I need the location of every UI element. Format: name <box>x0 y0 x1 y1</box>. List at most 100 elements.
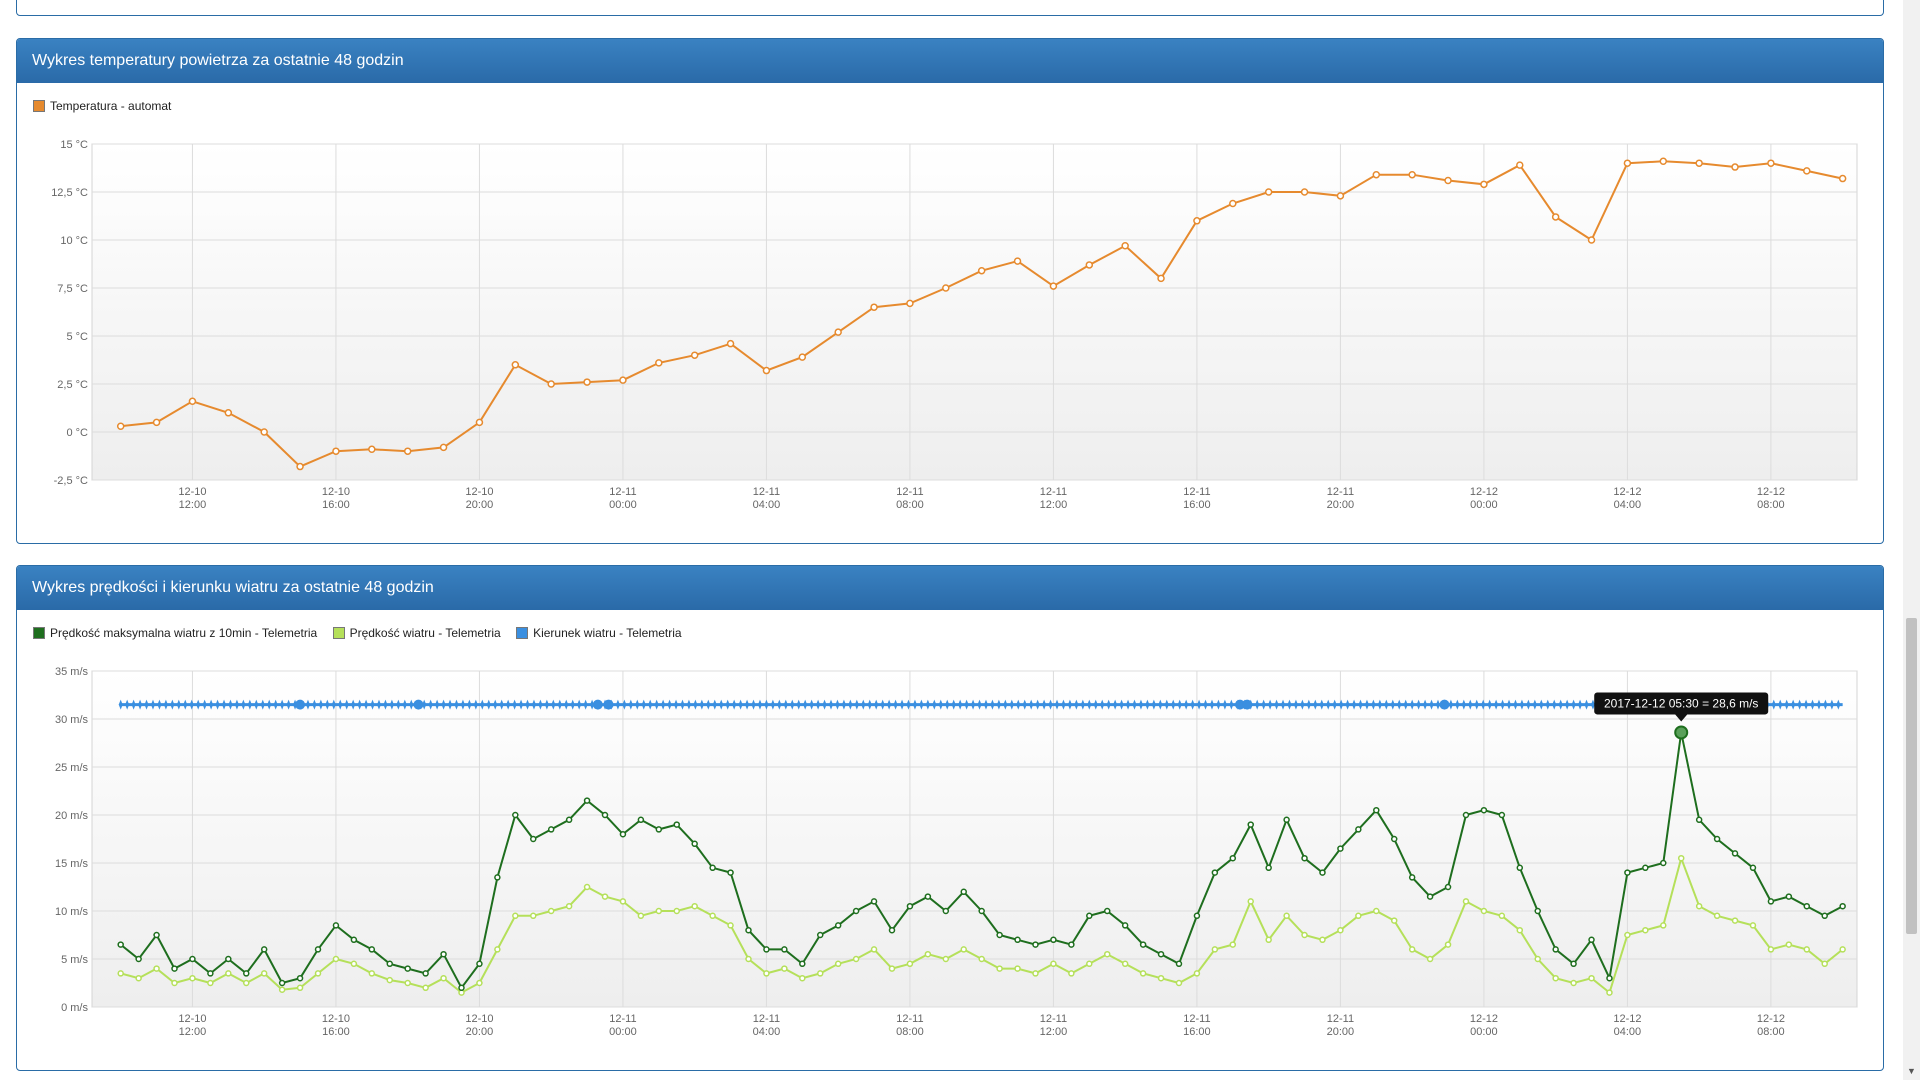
wind-direction-arrow <box>1513 699 1518 710</box>
wind-direction-arrow <box>1410 699 1415 710</box>
wind-direction-arrow <box>1397 699 1402 710</box>
wind-direction-arrow <box>512 699 517 710</box>
wind-direction-arrow <box>719 699 724 710</box>
wind-speed-point <box>332 955 340 963</box>
wind-max-point <box>709 864 716 872</box>
wind-y-tick-label: 20 m/s <box>55 810 89 822</box>
temperature-point <box>1264 188 1273 196</box>
wind-speed-point <box>1498 912 1506 920</box>
wind-direction-arrow <box>1358 699 1363 710</box>
wind-x-tick-time: 00:00 <box>609 1026 637 1038</box>
wind-max-point <box>727 869 734 876</box>
scroll-down-arrow-icon[interactable]: ▼ <box>1907 1066 1916 1076</box>
temperature-point <box>439 443 448 452</box>
wind-direction-arrow <box>1390 699 1395 710</box>
wind-max-point <box>1444 883 1452 891</box>
wind-direction-arrow <box>1364 699 1369 710</box>
wind-direction-arrow <box>176 699 181 710</box>
wind-x-tick-date: 12-12 <box>1470 1013 1498 1025</box>
wind-direction-arrow <box>1816 699 1821 710</box>
temp-x-tick-date: 12-11 <box>1040 486 1067 498</box>
wind-direction-arrow <box>1300 699 1305 710</box>
wind-direction-arrow <box>577 699 582 710</box>
wind-x-tick-time: 16:00 <box>1183 1026 1211 1038</box>
temperature-point <box>188 397 197 406</box>
wind-chart: 35 m/s 30 m/s 25 m/s 20 m/s 15 m/s 10 m/s 5 m/… <box>55 666 1858 1038</box>
wind-max-point <box>1606 974 1613 982</box>
wind-direction-arrow <box>1100 699 1105 710</box>
wind-direction-arrow <box>983 699 988 710</box>
wind-direction-arrow <box>1487 699 1492 710</box>
wind-speed-point <box>691 902 698 910</box>
wind-direction-arrow <box>357 699 362 710</box>
wind-direction-arrow <box>1435 699 1440 710</box>
temperature-point <box>1767 159 1775 167</box>
wind-speed-point <box>1588 974 1595 982</box>
wind-max-point <box>1534 907 1541 915</box>
wind-max-point <box>1283 816 1290 824</box>
wind-max-point <box>530 835 537 843</box>
wind-max-point <box>942 907 950 915</box>
wind-direction-arrow <box>286 699 291 710</box>
wind-max-point <box>1103 907 1111 915</box>
wind-x-tick-date: 12-10 <box>465 1013 493 1025</box>
wind-direction-arrow <box>396 699 401 710</box>
wind-direction-arrow <box>1384 699 1389 710</box>
wind-direction-arrow <box>196 699 201 710</box>
wind-max-point <box>1767 898 1775 905</box>
wind-speed-point <box>978 955 985 963</box>
wind-max-point <box>565 816 573 824</box>
wind-direction-arrow <box>964 699 969 710</box>
wind-direction-arrow <box>486 699 491 710</box>
wind-y-tick-label: 10 m/s <box>55 906 89 918</box>
wind-speed-point <box>1373 907 1380 915</box>
wind-speed-point <box>727 922 734 929</box>
wind-direction-arrow <box>893 699 898 710</box>
legend-item-wind-speed[interactable]: Prędkość wiatru - Telemetria <box>332 626 501 640</box>
wind-speed-point <box>924 950 932 958</box>
wind-direction-arrow <box>887 699 892 710</box>
wind-direction-arrow <box>867 699 872 710</box>
temp-y-tick-label: 12,5 °C <box>51 187 88 199</box>
temperature-point <box>762 366 771 375</box>
wind-max-point <box>476 960 483 968</box>
temperature-point <box>1623 159 1632 167</box>
temperature-point <box>1121 242 1129 250</box>
wind-max-point <box>1193 912 1201 920</box>
wind-speed-point <box>1068 970 1075 977</box>
wind-direction-arrow <box>1423 699 1428 710</box>
legend-item-wind-max[interactable]: Prędkość maksymalna wiatru z 10min - Tel… <box>33 626 317 640</box>
wind-direction-arrow <box>1403 699 1408 710</box>
wind-direction-arrow <box>467 699 472 710</box>
wind-max-point <box>1588 936 1595 944</box>
wind-max-point <box>1570 960 1577 968</box>
temp-x-tick-time: 00:00 <box>609 499 637 511</box>
wind-direction-arrow <box>1177 699 1182 710</box>
wind-direction-arrow <box>351 699 356 710</box>
temperature-point <box>1049 282 1058 290</box>
scrollbar-thumb[interactable] <box>1906 618 1917 934</box>
wind-speed-point <box>1731 917 1739 924</box>
temperature-point <box>547 380 555 388</box>
wind-direction-arrow <box>506 699 511 710</box>
wind-speed-point <box>799 974 806 982</box>
page-scrollbar[interactable]: ▼ <box>1903 0 1920 1080</box>
wind-max-point <box>1175 960 1183 968</box>
legend-item-temperature[interactable]: Temperatura - automat <box>33 99 171 113</box>
wind-max-point <box>153 931 160 939</box>
legend-label-wind-direction: Kierunek wiatru - Telemetria <box>533 626 682 640</box>
wind-speed-point <box>476 979 483 987</box>
wind-direction-arrow <box>841 699 846 710</box>
legend-label-wind-max: Prędkość maksymalna wiatru z 10min - Tel… <box>50 626 318 640</box>
wind-direction-arrow <box>900 699 905 710</box>
wind-direction-arrow <box>732 699 737 710</box>
legend-item-wind-direction[interactable]: Kierunek wiatru - Telemetria <box>516 626 682 640</box>
wind-direction-arrow <box>183 699 188 710</box>
wind-direction-arrow <box>1823 699 1828 710</box>
wind-direction-arrow <box>557 699 562 710</box>
wind-direction-arrow <box>880 699 885 710</box>
wind-max-point <box>1373 806 1380 814</box>
wind-direction-arrow <box>1455 699 1460 710</box>
temperature-point <box>1803 167 1811 175</box>
temp-y-tick-label: 2,5 °C <box>57 379 88 391</box>
